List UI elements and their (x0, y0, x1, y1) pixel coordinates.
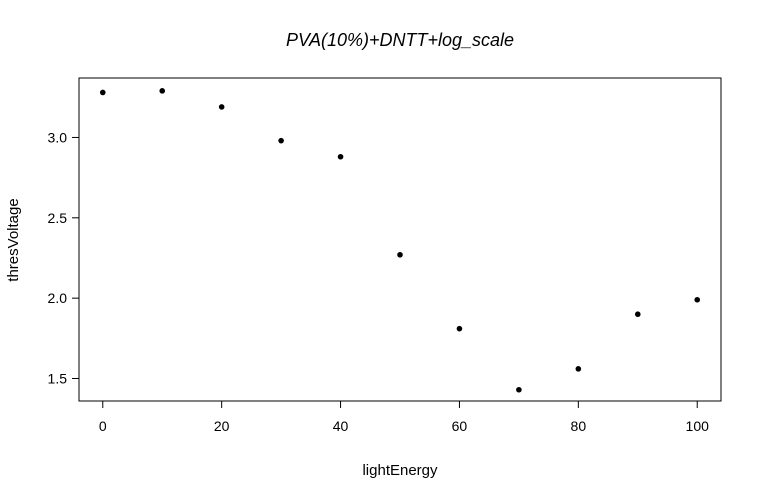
data-point (575, 366, 582, 372)
chart-title: PVA(10%)+DNTT+log_scale (286, 30, 514, 50)
data-point (397, 251, 403, 258)
data-point (337, 153, 344, 160)
data-point (456, 325, 463, 332)
plot-frame (78, 77, 722, 402)
y-axis-label: thresVoltage (5, 198, 22, 281)
x-tick-label: 60 (452, 418, 468, 434)
data-points (99, 88, 701, 393)
data-point (218, 104, 225, 110)
x-axis: 0 20 40 60 80 100 (99, 400, 710, 434)
data-point (634, 311, 641, 318)
data-point (694, 296, 701, 303)
x-tick-label: 80 (571, 418, 587, 434)
data-point (278, 137, 284, 144)
x-tick-label: 40 (333, 418, 349, 434)
y-tick-label: 1.5 (48, 371, 68, 387)
x-tick-label: 20 (214, 418, 230, 434)
data-point (159, 88, 166, 94)
data-point (99, 89, 106, 96)
y-axis: 1.5 2.0 2.5 3.0 (48, 129, 80, 387)
y-tick-label: 2.0 (48, 290, 68, 306)
data-point (516, 386, 522, 393)
x-tick-label: 0 (99, 418, 107, 434)
x-tick-label: 100 (686, 418, 710, 434)
x-axis-label: lightEnergy (362, 462, 438, 479)
y-tick-label: 2.5 (48, 210, 68, 226)
y-tick-label: 3.0 (48, 129, 68, 145)
